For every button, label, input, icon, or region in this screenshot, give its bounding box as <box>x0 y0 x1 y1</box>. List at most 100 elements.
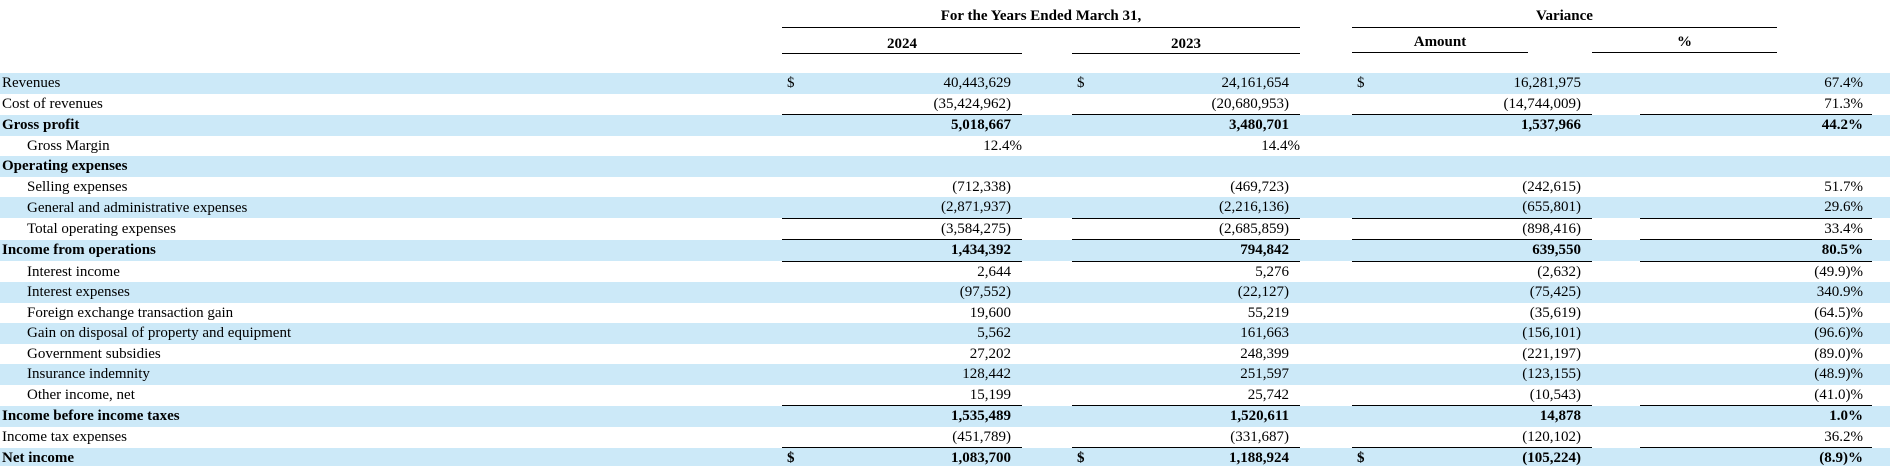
column-gap <box>1300 427 1352 448</box>
currency-symbol-2024: $ <box>787 75 795 92</box>
currency-symbol-2023 <box>1072 177 1108 198</box>
column-gap <box>1592 156 1640 177</box>
column-gap <box>1022 115 1072 136</box>
value-2024: 12.4% <box>983 137 1022 154</box>
header-spacer <box>0 28 782 53</box>
currency-symbol-variance <box>1352 261 1388 282</box>
column-gap <box>1022 177 1072 198</box>
value-variance-percent: 51.7% <box>1824 178 1864 195</box>
currency-symbol-variance <box>1352 426 1388 448</box>
table-row: Gain on disposal of property and equipme… <box>0 323 1890 344</box>
currency-symbol-2023 <box>1072 239 1108 262</box>
currency-symbol-2023 <box>1072 115 1108 136</box>
value-2024: 27,202 <box>969 345 1011 362</box>
row-pad <box>1872 364 1890 385</box>
column-gap <box>1592 73 1640 94</box>
value-variance-amount: (10,543) <box>1388 384 1592 406</box>
value-variance-percent: (96.6)% <box>1814 325 1864 342</box>
currency-symbol-2023 <box>1072 93 1108 115</box>
currency-symbol-2024 <box>782 364 822 385</box>
value-2023: 24,161,654 <box>1221 75 1290 92</box>
value-variance-percent: 1.0% <box>1829 408 1864 425</box>
row-pad <box>1872 406 1890 427</box>
currency-symbol-2024 <box>782 384 822 406</box>
row-label: Government subsidies <box>27 345 161 362</box>
value-variance-percent <box>1640 136 1872 157</box>
value-2024: (451,789) <box>822 426 1022 448</box>
currency-symbol-2024 <box>782 239 822 262</box>
header-gap <box>1300 0 1352 28</box>
column-gap <box>1022 427 1072 448</box>
column-gap <box>1300 115 1352 136</box>
row-label: Income tax expenses <box>2 429 127 445</box>
table-row: Foreign exchange transaction gain 19,600 5… <box>0 303 1890 324</box>
currency-symbol-2023 <box>1072 344 1108 365</box>
variance-group-header: Variance <box>1352 0 1872 28</box>
currency-symbol-2024 <box>782 261 822 282</box>
row-pad <box>1872 344 1890 365</box>
currency-symbol-variance <box>1352 197 1388 219</box>
years-group-label: For the Years Ended March 31, <box>782 8 1300 28</box>
value-2024 <box>822 156 1022 177</box>
row-label: Revenues <box>2 75 61 92</box>
value-2024: 2,644 <box>977 263 1011 280</box>
table-row: Income tax expenses (451,789) (331,687) (12… <box>0 426 1890 448</box>
table-row: Total operating expenses (3,584,275) (2,68… <box>0 218 1890 240</box>
value-2024: (2,871,937) <box>822 197 1022 219</box>
value-variance-amount: (221,197) <box>1522 345 1581 362</box>
value-variance-percent: 80.5% <box>1640 239 1873 262</box>
column-gap <box>1300 448 1352 466</box>
column-gap <box>1592 406 1640 427</box>
column-gap <box>1592 136 1640 157</box>
row-pad <box>1872 261 1890 282</box>
value-variance-percent: (8.9)% <box>1640 447 1873 466</box>
currency-symbol-2023: $ <box>1077 75 1085 92</box>
currency-symbol-2024 <box>782 93 822 115</box>
table-row: Cost of revenues (35,424,962) (20,680,953)… <box>0 93 1890 115</box>
table-row: Operating expenses <box>0 156 1890 177</box>
amount-header-label: Amount <box>1352 34 1528 53</box>
column-gap <box>1300 323 1352 344</box>
column-gap <box>1592 448 1640 466</box>
column-gap <box>1300 344 1352 365</box>
column-gap <box>1022 73 1072 94</box>
row-pad <box>1872 303 1890 324</box>
currency-symbol-2024 <box>782 156 822 177</box>
value-variance-amount: (120,102) <box>1388 426 1592 448</box>
value-variance-amount: 1,537,966 <box>1521 117 1581 134</box>
value-2024: 1,434,392 <box>822 239 1022 262</box>
row-pad <box>1872 385 1890 406</box>
currency-symbol-2024 <box>782 218 822 240</box>
table-row: Income from operations 1,434,392 794,842 63… <box>0 239 1890 262</box>
currency-symbol-2023 <box>1072 384 1108 406</box>
variance-group-label: Variance <box>1352 8 1778 28</box>
value-variance-amount: (75,425) <box>1529 284 1581 301</box>
header-gap <box>1300 28 1352 53</box>
column-gap <box>1022 197 1072 218</box>
table-row: Income before income taxes 1,535,489 1,520… <box>0 405 1890 427</box>
currency-symbol-2024 <box>782 323 822 344</box>
table-row: Revenues $40,443,629 $24,161,654 $16,281,97… <box>0 73 1890 94</box>
row-pad <box>1872 94 1890 115</box>
currency-symbol-variance <box>1352 303 1388 324</box>
column-gap <box>1300 218 1352 240</box>
column-gap <box>1300 364 1352 385</box>
value-variance-amount: 16,281,975 <box>1513 75 1582 92</box>
header-gap <box>1022 28 1072 53</box>
currency-symbol-variance <box>1352 323 1388 344</box>
row-label: Selling expenses <box>27 178 128 195</box>
column-gap <box>1022 240 1072 262</box>
column-gap <box>1592 427 1640 448</box>
value-2024: (97,552) <box>959 284 1011 301</box>
value-2024: 19,600 <box>969 304 1011 321</box>
column-gap <box>1022 323 1072 344</box>
currency-symbol-2023 <box>1072 197 1108 219</box>
value-2023: 794,842 <box>1108 239 1300 262</box>
value-2024: 40,443,629 <box>943 75 1012 92</box>
value-variance-percent: (89.0)% <box>1814 345 1864 362</box>
currency-symbol-variance <box>1352 136 1388 157</box>
column-gap <box>1022 406 1072 427</box>
value-variance-amount: (35,619) <box>1529 304 1581 321</box>
column-gap <box>1022 303 1072 324</box>
currency-symbol-2024 <box>782 406 822 427</box>
